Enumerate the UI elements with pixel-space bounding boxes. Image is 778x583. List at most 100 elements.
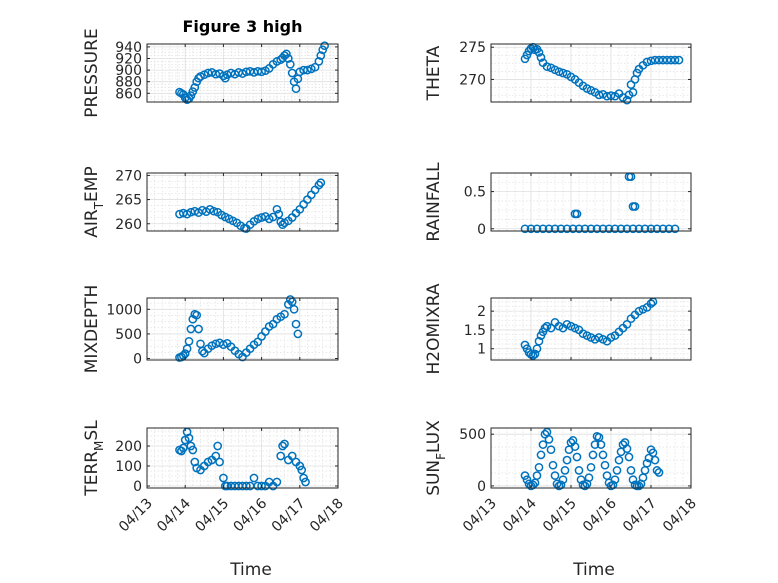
data-point [588, 450, 598, 460]
y-tick-label: 2 [477, 304, 486, 320]
data-point [253, 214, 263, 224]
data-point [664, 224, 674, 234]
y-tick-label: 920 [115, 52, 142, 68]
y-tick-label: 0 [477, 479, 486, 495]
data-point [219, 340, 228, 350]
data-point [289, 304, 299, 314]
data-point [556, 224, 566, 234]
data-point [249, 473, 259, 483]
data-point [570, 323, 580, 333]
y-tick-label: 275 [459, 40, 486, 56]
data-point [532, 224, 542, 234]
data-point [580, 224, 590, 234]
data-point [570, 442, 580, 451]
data-point [276, 451, 286, 461]
y-axis-label: MIXDEPTH [82, 285, 102, 374]
data-point [241, 481, 251, 491]
data-point [596, 440, 606, 449]
data-point [274, 209, 284, 219]
y-tick-label: 270 [459, 72, 486, 88]
data-point [652, 466, 662, 475]
x-axis-label-right: Time [572, 560, 615, 580]
data-point [209, 206, 219, 216]
data-point [534, 462, 544, 472]
data-point [642, 57, 652, 67]
y-tick-label: 1 [477, 342, 486, 358]
data-point [602, 91, 612, 101]
data-point [580, 481, 590, 491]
data-point [652, 224, 662, 234]
data-point [320, 41, 329, 51]
data-point [634, 224, 644, 234]
data-point [278, 220, 287, 230]
data-point [640, 224, 650, 234]
data-point [211, 451, 221, 461]
y-axis-label: AIRTEMP [82, 166, 106, 237]
data-point [190, 83, 200, 92]
data-point [538, 224, 548, 234]
axes-border [146, 427, 339, 489]
data-point [272, 477, 282, 487]
y-tick-label: 860 [115, 86, 142, 102]
data-point [574, 466, 584, 475]
data-point [574, 224, 584, 234]
data-point [310, 62, 320, 72]
axes-border [146, 297, 339, 361]
data-point [303, 65, 312, 75]
data-point [568, 224, 578, 234]
subplot-4: 0 0.5 RAINFALL [424, 162, 692, 242]
data-point [314, 180, 324, 190]
data-point [528, 351, 538, 360]
data-point [546, 445, 556, 455]
axes-frame [146, 297, 339, 361]
data-point [658, 55, 668, 65]
axes-border [490, 427, 692, 489]
data-point [219, 473, 228, 483]
data-point [612, 466, 622, 475]
data-point [293, 329, 303, 339]
data-point [280, 439, 289, 449]
axes-border [146, 172, 339, 232]
data-point [572, 452, 582, 462]
data-point [604, 224, 614, 234]
data-point [287, 451, 297, 461]
y-tick-label: 265 [115, 193, 142, 209]
data-point [314, 57, 324, 66]
y-tick-label: 260 [115, 217, 142, 233]
data-point [542, 62, 552, 71]
data-point [558, 68, 568, 78]
data-point [622, 444, 632, 454]
y-tick-label: 1.5 [464, 323, 486, 339]
data-point [532, 344, 542, 354]
y-tick-label: 270 [115, 168, 142, 184]
data-point [584, 473, 594, 483]
axes-frame [146, 427, 339, 489]
data-point [628, 475, 638, 485]
data-point [520, 471, 530, 480]
data-point [594, 90, 604, 100]
data-point [598, 224, 608, 234]
data-point [590, 334, 600, 344]
data-point [316, 178, 326, 188]
data-point [318, 45, 328, 55]
y-axis-label: PRESSURE [82, 28, 102, 117]
data-point [586, 333, 596, 342]
data-point [188, 445, 198, 455]
data-point [536, 450, 546, 460]
data-point [192, 310, 202, 320]
data-point [610, 475, 620, 485]
data-point [178, 443, 188, 453]
data-point [670, 55, 680, 65]
data-point [670, 224, 680, 234]
y-tick-label: 0.5 [464, 185, 486, 201]
data-point [614, 455, 624, 465]
data-point [586, 224, 596, 234]
data-point [283, 54, 293, 63]
data-point [550, 471, 560, 480]
data-point [628, 87, 638, 97]
data-point [219, 71, 228, 81]
axes-border [490, 43, 692, 103]
data-point [616, 224, 626, 234]
